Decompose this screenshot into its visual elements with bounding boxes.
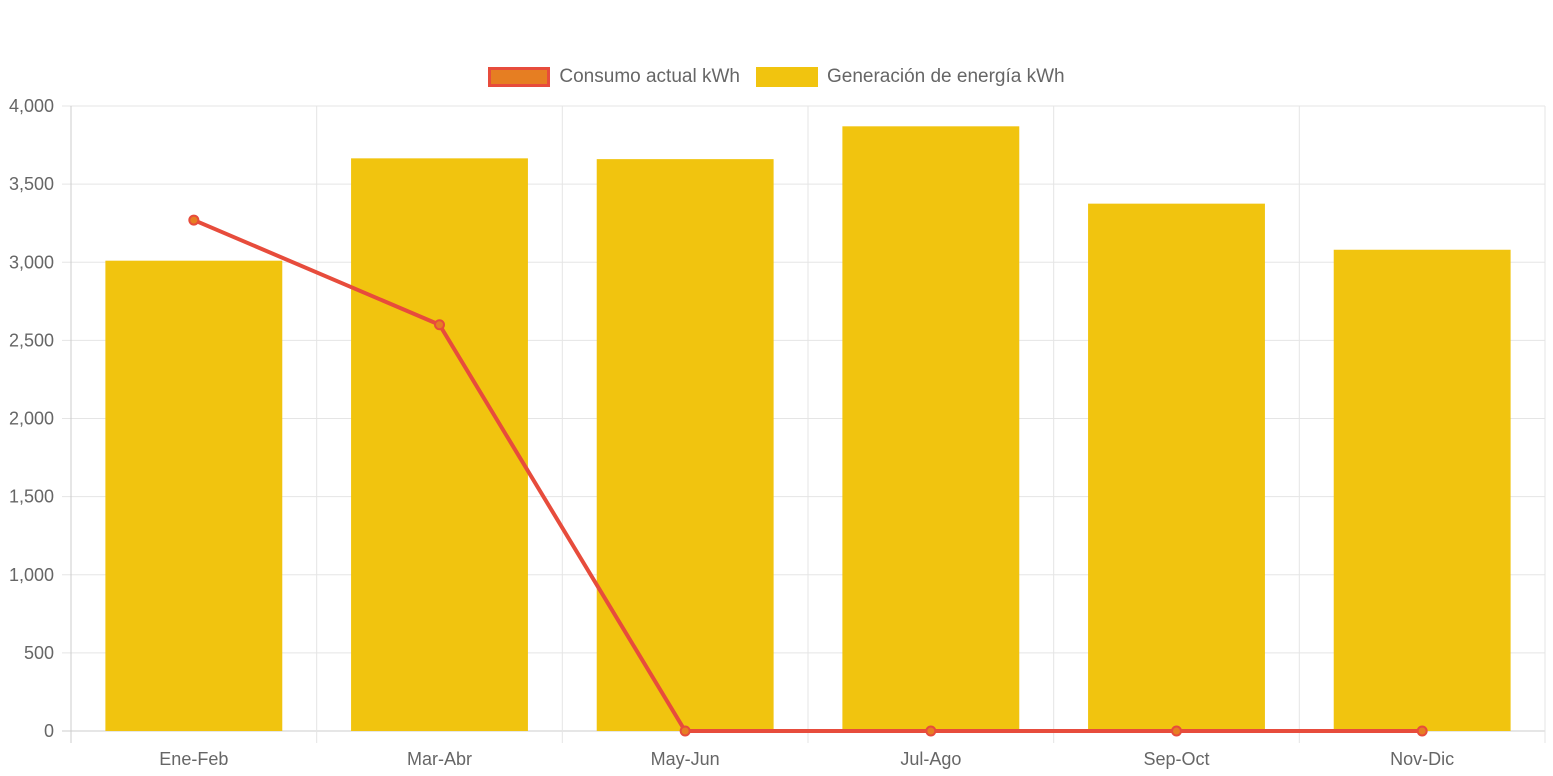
bar-generacion[interactable] bbox=[105, 260, 283, 731]
y-tick-label: 1,000 bbox=[9, 565, 54, 585]
y-tick-label: 3,500 bbox=[9, 174, 54, 194]
point-consumo[interactable] bbox=[679, 725, 691, 737]
legend-label-generacion: Generación de energía kWh bbox=[826, 66, 1065, 87]
x-tick-label: Ene-Feb bbox=[159, 749, 228, 769]
y-axis: 0 500 1,000 1,500 2,000 2,500 3,000 3,500 4,000 bbox=[9, 96, 54, 741]
point-consumo[interactable] bbox=[1416, 725, 1428, 737]
bar-generacion[interactable] bbox=[842, 126, 1020, 731]
bar-generacion[interactable] bbox=[351, 158, 528, 731]
x-tick-label: Nov-Dic bbox=[1390, 749, 1454, 769]
legend-swatch-generacion bbox=[755, 67, 818, 87]
y-tick-label: 0 bbox=[44, 721, 54, 741]
x-tick-label: Mar-Abr bbox=[407, 749, 472, 769]
x-tick-label: May-Jun bbox=[651, 749, 720, 769]
grid-lines bbox=[62, 105, 1546, 743]
bar-generacion[interactable] bbox=[1088, 203, 1265, 731]
bar-series-generacion bbox=[105, 126, 1511, 731]
point-consumo[interactable] bbox=[188, 214, 200, 226]
y-tick-label: 1,500 bbox=[9, 487, 54, 507]
y-tick-label: 4,000 bbox=[9, 96, 54, 116]
legend-item-consumo[interactable]: Consumo actual kWh bbox=[488, 66, 740, 88]
line-consumo bbox=[193, 218, 1423, 733]
x-tick-label: Jul-Ago bbox=[900, 749, 961, 769]
x-tick-label: Sep-Oct bbox=[1143, 749, 1209, 769]
point-consumo[interactable] bbox=[925, 725, 937, 737]
x-axis: Ene-Feb Mar-Abr May-Jun Jul-Ago Sep-Oct Nov-D… bbox=[159, 749, 1454, 769]
bar-generacion[interactable] bbox=[596, 159, 774, 731]
legend-item-generacion[interactable]: Generación de energía kWh bbox=[755, 66, 1065, 88]
legend-label-consumo: Consumo actual kWh bbox=[559, 66, 740, 87]
y-tick-label: 2,000 bbox=[9, 409, 54, 429]
point-consumo[interactable] bbox=[1171, 725, 1182, 737]
legend-swatch-consumo bbox=[488, 67, 551, 87]
y-tick-label: 3,000 bbox=[9, 252, 54, 272]
line-series-consumo bbox=[188, 214, 1428, 737]
bar-generacion[interactable] bbox=[1333, 249, 1511, 731]
y-tick-label: 500 bbox=[24, 643, 54, 663]
y-tick-label: 2,500 bbox=[9, 330, 54, 350]
point-consumo[interactable] bbox=[434, 319, 445, 331]
chart-legend: Consumo actual kWh Generación de energía… bbox=[0, 66, 1553, 88]
